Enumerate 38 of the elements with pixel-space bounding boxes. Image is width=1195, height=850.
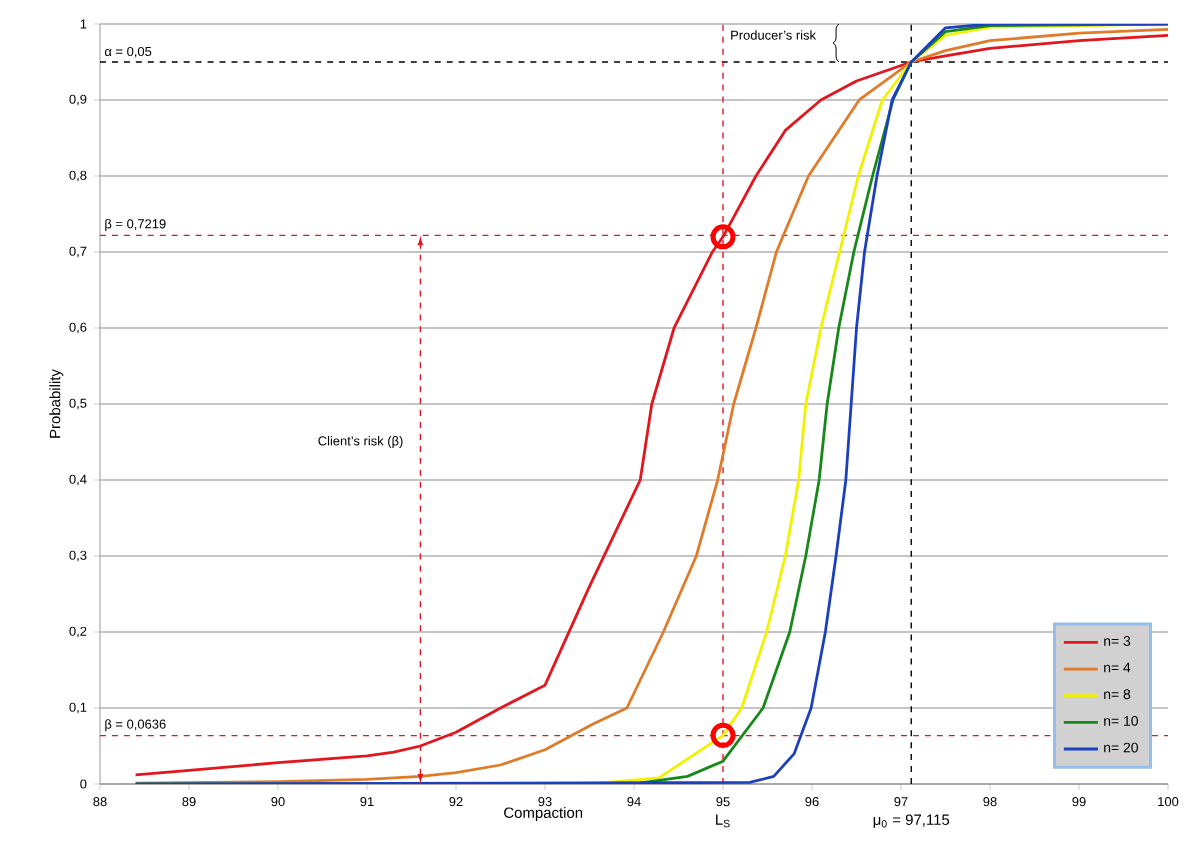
legend-label: n= 3 bbox=[1104, 636, 1131, 646]
x-tick-label: 99 bbox=[1072, 797, 1086, 807]
ref-line-label: β = 0,7219 bbox=[105, 218, 166, 231]
x-tick-label: 97 bbox=[894, 797, 908, 807]
y-tick-label: 0,4 bbox=[69, 474, 87, 486]
y-tick-label: 0 bbox=[80, 779, 87, 789]
x-tick-label: 92 bbox=[449, 797, 463, 807]
x-tick-label: 89 bbox=[182, 797, 196, 807]
legend-label: n= 4 bbox=[1104, 662, 1131, 673]
y-tick-label: 0,9 bbox=[69, 94, 87, 106]
legend-label: n= 10 bbox=[1104, 715, 1138, 726]
y-tick-label: 0,1 bbox=[69, 702, 87, 714]
x-axis-title: Compaction bbox=[504, 807, 583, 821]
x-tick-label: 93 bbox=[538, 797, 552, 807]
y-tick-label: 0,6 bbox=[69, 322, 87, 334]
x-tick-label: 88 bbox=[93, 797, 107, 807]
ref-line-label: μ$_{0}$ = 97,115 bbox=[873, 814, 950, 828]
x-tick-label: 91 bbox=[360, 797, 374, 807]
x-tick-label: 100 bbox=[1158, 797, 1179, 807]
y-tick-label: 0,5 bbox=[69, 398, 87, 410]
y-axis-title: Probability bbox=[49, 369, 64, 438]
legend-label: n= 8 bbox=[1104, 689, 1131, 700]
x-tick-label: 90 bbox=[271, 797, 285, 807]
y-tick-label: 0,3 bbox=[69, 550, 87, 562]
x-tick-label: 94 bbox=[627, 797, 641, 807]
legend-label: n= 20 bbox=[1104, 742, 1138, 753]
annotation: Producer’s risk bbox=[731, 30, 817, 40]
annotation: α = 0,05 bbox=[104, 46, 152, 58]
x-tick-label: 96 bbox=[805, 797, 819, 807]
x-tick-label: 95 bbox=[716, 797, 730, 807]
x-tick-label: 98 bbox=[983, 797, 997, 807]
y-tick-label: 1 bbox=[80, 19, 87, 29]
annotation: Client’s risk (β) bbox=[318, 435, 403, 449]
ref-line-label: β = 0,0636 bbox=[105, 719, 166, 732]
y-tick-label: 0,8 bbox=[69, 170, 87, 182]
ref-line-label: L$_{S}$ bbox=[716, 814, 730, 828]
y-tick-label: 0,2 bbox=[69, 626, 87, 638]
y-tick-label: 0,7 bbox=[69, 246, 87, 258]
